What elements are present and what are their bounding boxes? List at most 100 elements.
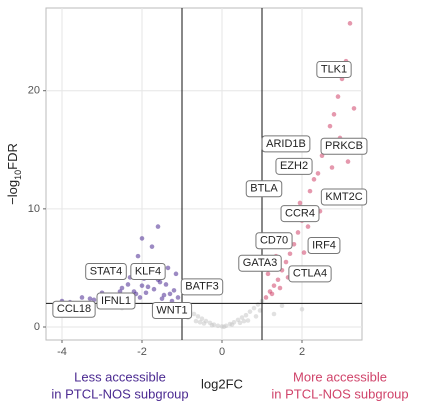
gene-label: ARID1B	[261, 135, 311, 153]
gene-label: IRF4	[307, 236, 341, 254]
label-box	[238, 254, 282, 272]
point	[247, 309, 253, 314]
point	[161, 292, 167, 298]
point	[79, 295, 85, 300]
x-tick-label: 0	[219, 346, 225, 358]
label-box	[180, 278, 224, 296]
point	[143, 290, 149, 296]
point	[229, 322, 235, 327]
label-box	[316, 60, 352, 78]
label-box	[255, 232, 293, 250]
point	[277, 285, 283, 291]
gene-label-text: IRF4	[312, 239, 336, 251]
gene-label-text: PRKCB	[325, 140, 363, 152]
x-tick-label: 2	[299, 346, 305, 358]
point	[159, 296, 165, 301]
point	[311, 177, 317, 182]
point	[197, 319, 203, 325]
gene-label-text: EZH2	[280, 160, 308, 172]
point	[215, 323, 221, 329]
label-box	[261, 135, 311, 153]
point	[301, 250, 307, 255]
point	[163, 282, 169, 287]
gene-label: CD70	[255, 232, 293, 250]
gene-label: KMT2C	[320, 188, 368, 206]
point	[167, 291, 173, 297]
gene-label: STAT4	[85, 262, 127, 280]
gene-label-text: CTLA4	[293, 268, 327, 280]
annotation: in PTCL-NOS subgroup	[51, 386, 188, 401]
gene-label: CCL18	[52, 300, 96, 318]
point	[145, 284, 151, 290]
point	[295, 230, 301, 235]
y-tick-label: 0	[34, 321, 40, 333]
y-title-sub: 10	[13, 170, 23, 180]
point	[287, 251, 293, 257]
point	[291, 241, 297, 247]
gene-label-text: TLK1	[321, 63, 347, 75]
label-box	[130, 262, 166, 280]
label-box	[320, 188, 368, 206]
point	[327, 123, 333, 129]
point	[157, 279, 163, 285]
point	[209, 322, 215, 328]
gene-label-text: CD70	[260, 235, 288, 247]
point	[265, 271, 271, 277]
point	[345, 159, 351, 164]
point	[251, 305, 257, 311]
gene-label: PRKCB	[320, 137, 368, 155]
gene-label: IFNL1	[96, 292, 136, 310]
gene-label-text: WNT1	[156, 304, 187, 316]
y-title-part: −log	[5, 180, 20, 205]
label-box	[307, 236, 341, 254]
point	[347, 21, 353, 26]
point	[135, 253, 141, 259]
point	[257, 308, 263, 313]
point	[263, 295, 269, 300]
point	[331, 112, 337, 117]
gene-label: CTLA4	[288, 265, 332, 283]
gene-label-text: KMT2C	[325, 191, 362, 203]
gene-label-text: CCR4	[285, 207, 315, 219]
y-title-part: FDR	[5, 143, 20, 170]
point	[151, 286, 157, 292]
x-axis-title: log2FC	[201, 376, 243, 391]
gene-label-text: STAT4	[90, 265, 123, 277]
label-box	[151, 301, 193, 319]
point	[283, 259, 289, 265]
point	[351, 106, 357, 111]
x-tick-label: -4	[57, 346, 67, 358]
point	[307, 188, 313, 194]
point	[173, 271, 179, 277]
gene-label: BTLA	[245, 180, 283, 198]
point	[155, 224, 161, 229]
label-box	[96, 292, 136, 310]
point	[175, 295, 181, 300]
point	[201, 321, 207, 326]
point	[275, 277, 281, 283]
gene-label: TLK1	[316, 60, 352, 78]
point	[171, 288, 177, 293]
y-axis-title: −log10FDR	[5, 143, 23, 205]
point	[221, 324, 227, 330]
point	[119, 285, 125, 291]
point	[335, 94, 341, 99]
point	[305, 224, 311, 229]
gene-label: GATA3	[238, 254, 282, 272]
point	[271, 283, 277, 288]
point	[243, 312, 249, 318]
point	[165, 265, 171, 271]
point	[245, 318, 251, 323]
gene-label: EZH2	[275, 157, 313, 175]
y-tick-label: 10	[28, 203, 40, 215]
point	[299, 306, 305, 312]
label-box	[275, 157, 313, 175]
label-box	[320, 137, 368, 155]
gene-label-text: GATA3	[243, 257, 277, 269]
point	[241, 318, 247, 324]
point	[315, 171, 321, 176]
x-tick-label: -2	[137, 346, 147, 358]
point	[279, 303, 285, 309]
annotation: in PTCL-NOS subgroup	[271, 386, 408, 401]
